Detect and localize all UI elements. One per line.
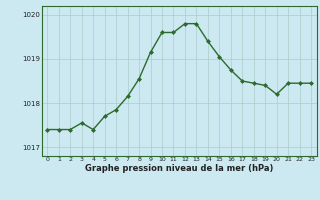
X-axis label: Graphe pression niveau de la mer (hPa): Graphe pression niveau de la mer (hPa) — [85, 164, 273, 173]
